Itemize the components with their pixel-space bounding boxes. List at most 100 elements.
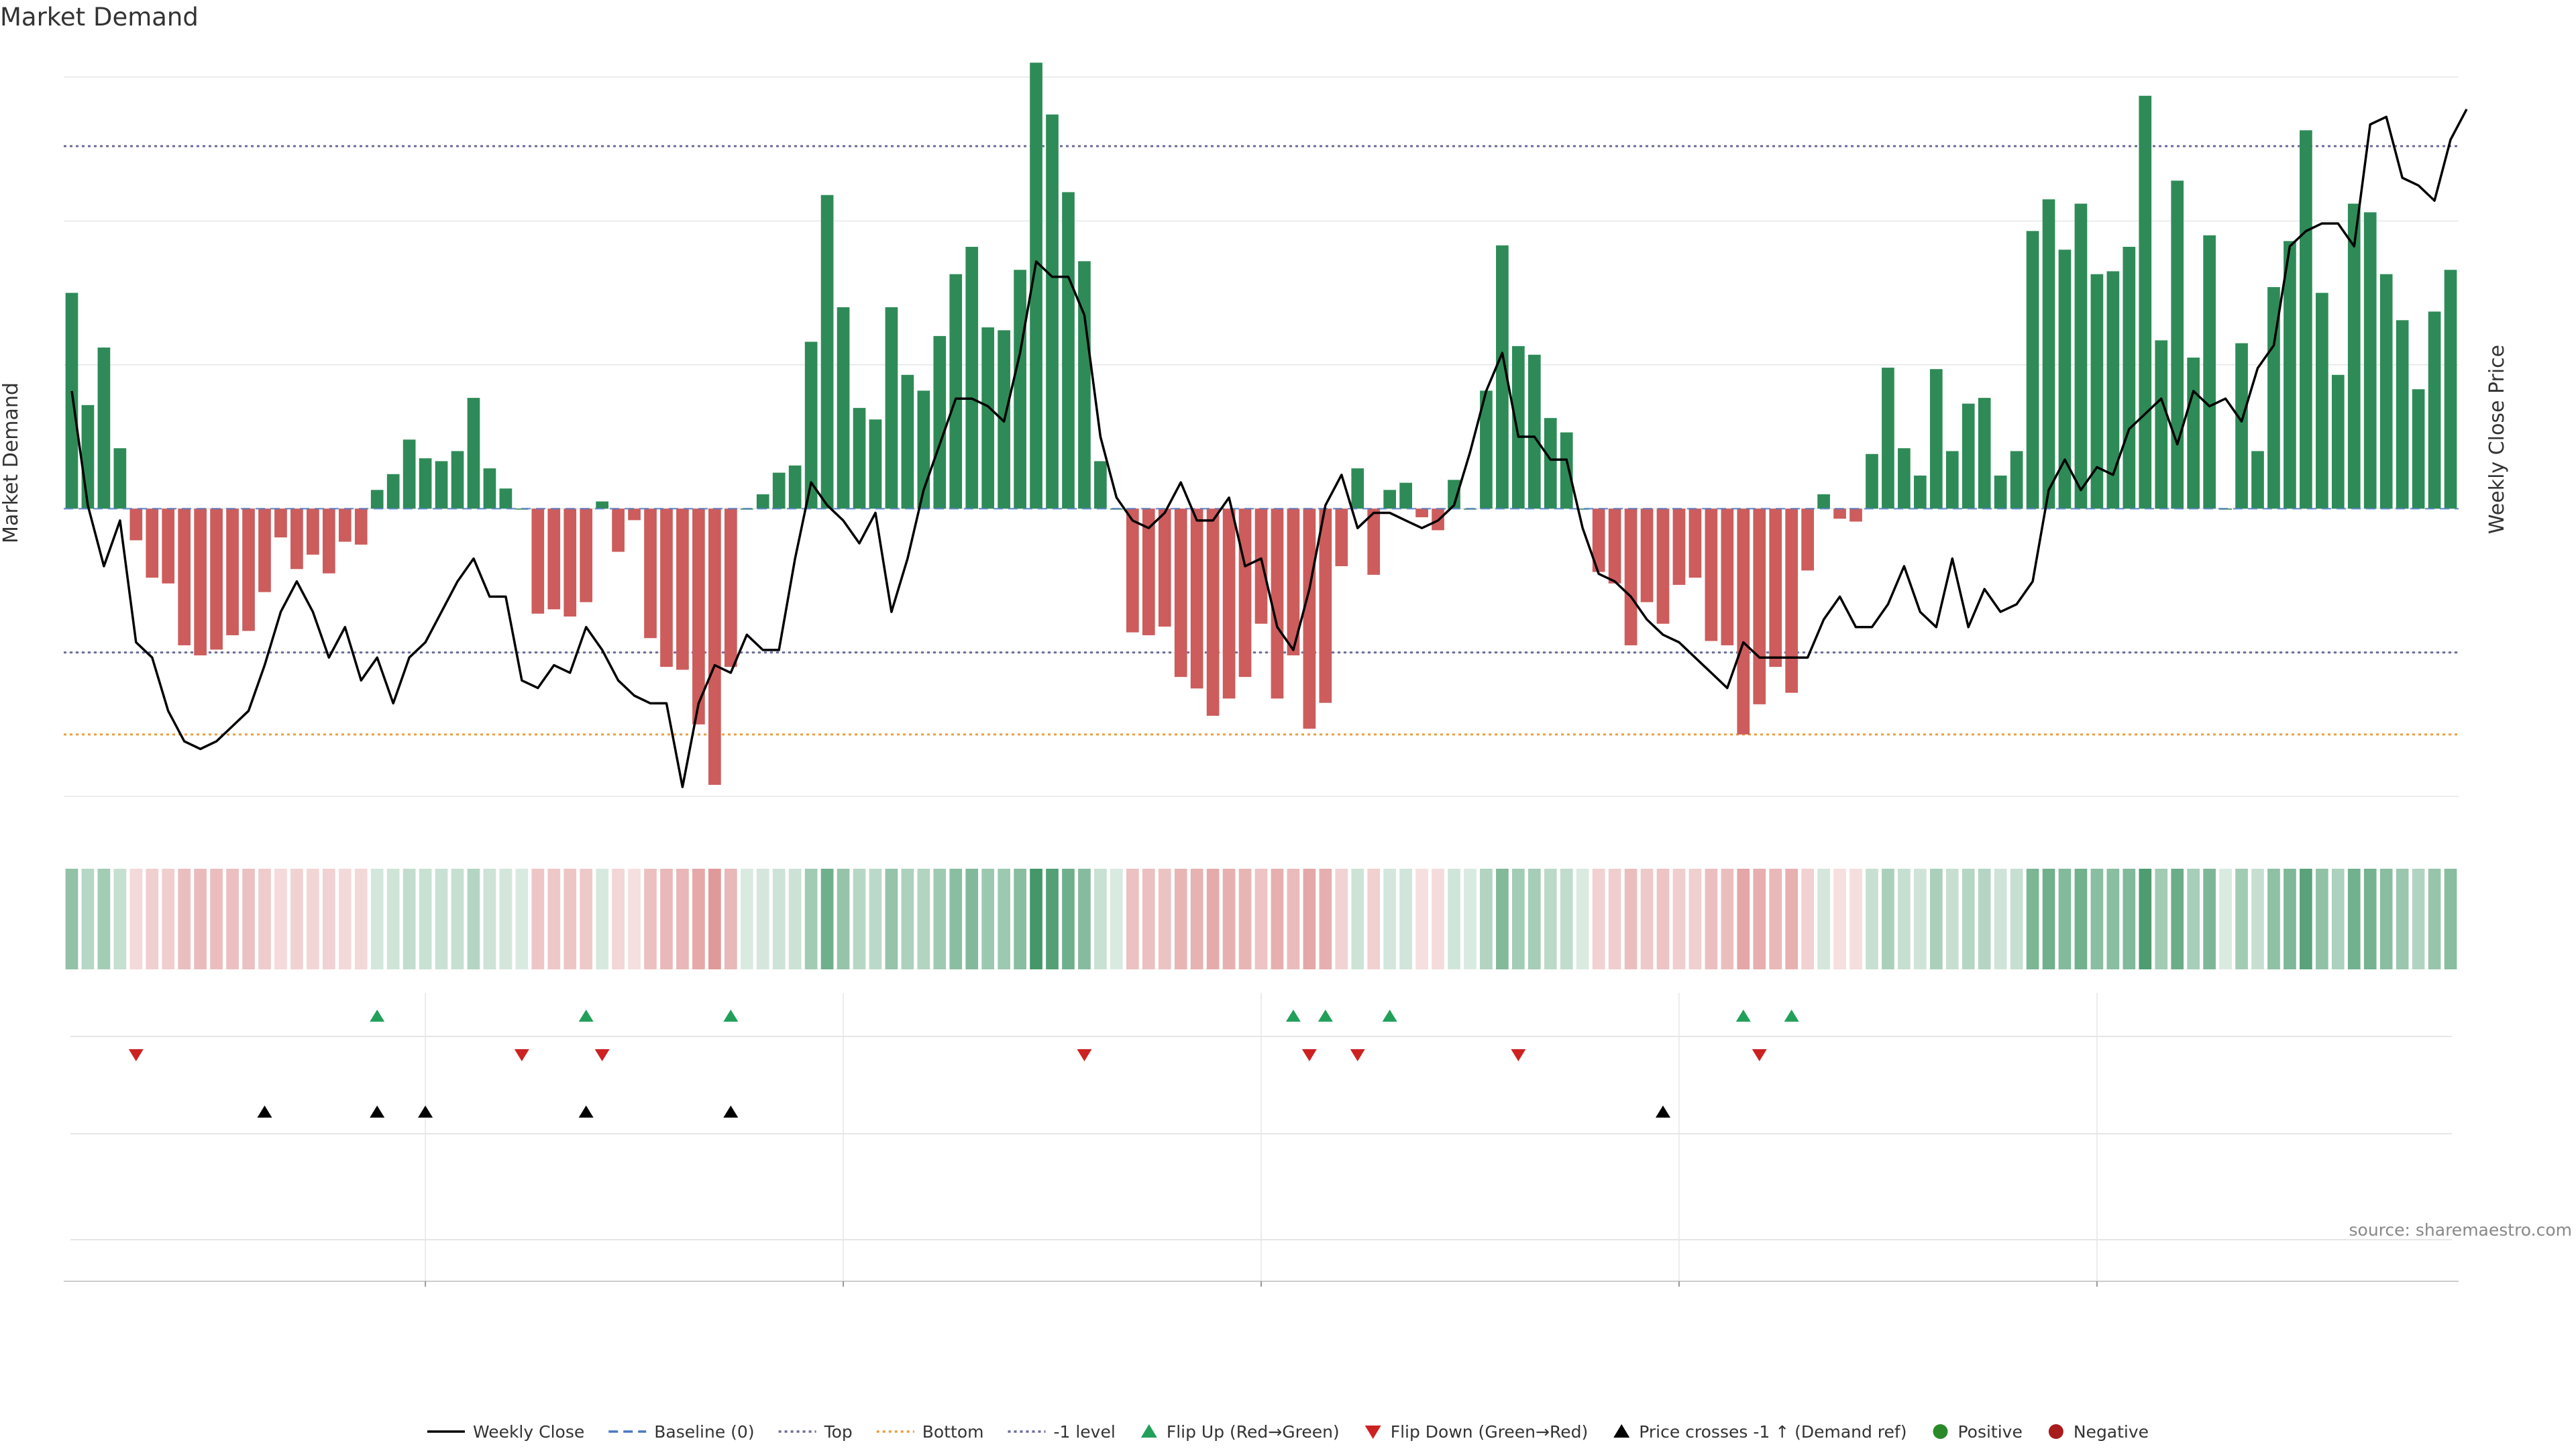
demand-bar xyxy=(2123,246,2136,509)
heat-cell xyxy=(933,869,947,969)
heat-cell xyxy=(322,869,335,969)
demand-bar xyxy=(419,458,432,509)
demand-bar xyxy=(1801,508,1814,571)
legend-item-positive: Positive xyxy=(1933,1422,2023,1442)
heat-cell xyxy=(547,869,561,969)
demand-bar xyxy=(1351,468,1364,509)
demand-bar xyxy=(242,508,255,631)
demand-bar xyxy=(1672,508,1686,585)
heat-cell xyxy=(1544,869,1557,969)
heat-cell xyxy=(1527,869,1541,969)
demand-bar xyxy=(580,508,593,602)
flip-up-marker xyxy=(1735,1010,1751,1022)
demand-bar xyxy=(2331,374,2345,509)
demand-bar xyxy=(435,461,448,509)
heat-cell xyxy=(676,869,689,969)
heat-cell xyxy=(1287,869,1300,969)
demand-bar xyxy=(1576,508,1589,510)
demand-bar xyxy=(113,448,127,509)
heat-cell xyxy=(2267,869,2280,969)
heat-cell xyxy=(981,869,995,969)
legend-label: Weekly Close xyxy=(473,1422,584,1442)
heat-cell xyxy=(1190,869,1203,969)
demand-bar xyxy=(65,292,78,509)
demand-bar xyxy=(97,347,111,509)
heat-cell xyxy=(386,869,400,969)
legend-label: Positive xyxy=(1957,1422,2022,1442)
heat-cell xyxy=(1817,869,1830,969)
heat-cell xyxy=(1592,869,1605,969)
heat-cell xyxy=(194,869,207,969)
heat-cell xyxy=(949,869,963,969)
heat-cell xyxy=(2187,869,2200,969)
heat-cell xyxy=(2300,869,2312,969)
demand-bar xyxy=(2363,212,2377,509)
heat-cell xyxy=(1046,869,1059,969)
demand-bar xyxy=(596,501,608,509)
heat-cell xyxy=(1866,869,1878,969)
demand-bar xyxy=(1383,490,1397,509)
demand-bar xyxy=(1335,508,1348,566)
demand-bar xyxy=(2267,286,2280,509)
source-text: source: sharemaestro.com xyxy=(2349,1220,2573,1240)
heat-cell xyxy=(210,869,223,969)
heat-cell xyxy=(1014,869,1026,969)
heat-cell xyxy=(162,869,175,969)
heat-cell xyxy=(1576,869,1589,969)
heat-cell xyxy=(1158,869,1171,969)
legend-swatch xyxy=(2048,1424,2063,1439)
demand-bar xyxy=(146,508,159,578)
demand-bar xyxy=(564,508,577,617)
demand-bar xyxy=(1688,508,1702,578)
heat-cell xyxy=(917,869,930,969)
heat-cell xyxy=(756,869,769,969)
heat-cell xyxy=(820,869,834,969)
heat-cell xyxy=(1945,869,1959,969)
heat-cell xyxy=(1929,869,1943,969)
flip-up-marker xyxy=(1285,1010,1301,1022)
demand-bar xyxy=(162,508,175,584)
demand-bar xyxy=(1978,398,1991,509)
heat-cell xyxy=(65,869,78,969)
demand-bar xyxy=(901,374,914,509)
demand-bar xyxy=(1046,114,1059,509)
heat-cell xyxy=(307,869,319,969)
demand-bar xyxy=(547,508,561,610)
demand-bar xyxy=(708,508,721,785)
demand-bar xyxy=(949,274,963,509)
y2-axis-title: Weekly Close Price xyxy=(2485,345,2509,534)
heat-cell xyxy=(515,869,529,969)
demand-bar xyxy=(402,439,416,509)
demand-bar xyxy=(1624,508,1638,645)
legend-item-negative: Negative xyxy=(2048,1422,2149,1442)
heat-cell xyxy=(1882,869,1894,969)
demand-bar xyxy=(2187,358,2200,509)
price-line-group xyxy=(70,108,2468,788)
heat-cell xyxy=(402,869,416,969)
demand-bar xyxy=(2444,270,2457,509)
heat-cell xyxy=(885,869,898,969)
heat-cell xyxy=(564,869,577,969)
demand-bar xyxy=(1367,508,1381,575)
demand-bar xyxy=(1480,390,1493,509)
demand-bar xyxy=(837,307,850,509)
demand-bar xyxy=(1303,508,1316,729)
demand-bar xyxy=(933,335,947,509)
demand-bar xyxy=(1014,270,1026,509)
demand-bar xyxy=(178,508,191,645)
heat-cell xyxy=(2042,869,2055,969)
demand-bar xyxy=(1287,508,1300,655)
demand-bar xyxy=(2412,389,2425,509)
demand-bar xyxy=(1592,508,1605,572)
heat-cell xyxy=(1640,869,1654,969)
demand-bar xyxy=(499,488,513,509)
demand-bar xyxy=(869,419,882,509)
demand-bar xyxy=(965,246,979,509)
demand-bar xyxy=(628,508,641,521)
heat-cell xyxy=(1785,869,1799,969)
heat-cell xyxy=(740,869,753,969)
demand-bar xyxy=(981,327,995,509)
demand-bar xyxy=(1882,368,1894,509)
demand-bar xyxy=(2379,274,2393,509)
demand-bar xyxy=(2171,180,2184,509)
